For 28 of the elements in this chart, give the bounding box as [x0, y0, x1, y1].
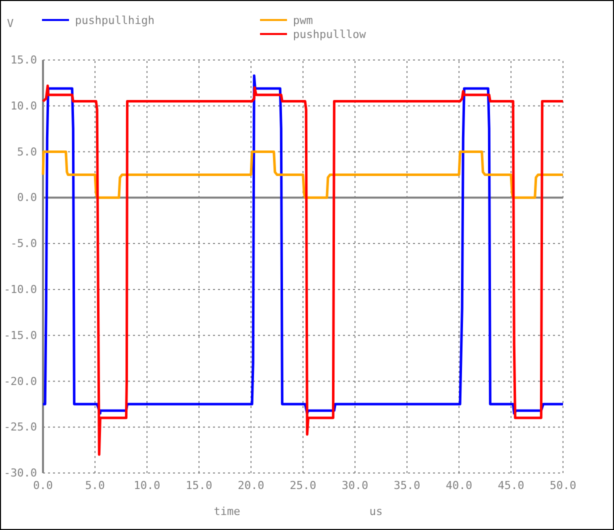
- y-tick-label: -20.0: [4, 374, 37, 388]
- x-tick-label: 10.0: [134, 478, 160, 492]
- y-tick-label: -25.0: [4, 420, 37, 434]
- y-tick-label: 15.0: [10, 54, 37, 67]
- x-tick-label: 40.0: [446, 478, 472, 492]
- y-tick-label: 0.0: [17, 191, 37, 204]
- x-tick-label: 35.0: [394, 478, 420, 492]
- x-tick-label: 15.0: [186, 478, 212, 492]
- text: us: [369, 505, 383, 518]
- x-tick-label: 50.0: [550, 478, 576, 492]
- line-series: [42, 150, 564, 199]
- x-tick-label: 5.0: [85, 478, 105, 492]
- x-tick-label: 45.0: [498, 478, 524, 492]
- x-tick-label: 25.0: [290, 478, 316, 492]
- x-tick-label: 0.0: [33, 478, 53, 492]
- y-tick-label: 5.0: [17, 145, 37, 158]
- y-tick-label: 10.0: [10, 99, 37, 112]
- legend-label: pushpulllow: [293, 28, 366, 41]
- y-tick-label: -15.0: [4, 328, 37, 342]
- x-tick-label: 20.0: [238, 478, 264, 492]
- x-axis-title: time: [214, 505, 240, 518]
- y-tick-label: -5.0: [10, 237, 37, 250]
- legend-label: pwm: [293, 14, 314, 27]
- legend-label: pushpullhigh: [75, 14, 154, 27]
- x-tick-label: 30.0: [342, 478, 368, 492]
- y-tick-label: -10.0: [4, 282, 37, 296]
- y-tick-label: -30.0: [4, 466, 37, 480]
- y-axis-title: V: [7, 17, 14, 30]
